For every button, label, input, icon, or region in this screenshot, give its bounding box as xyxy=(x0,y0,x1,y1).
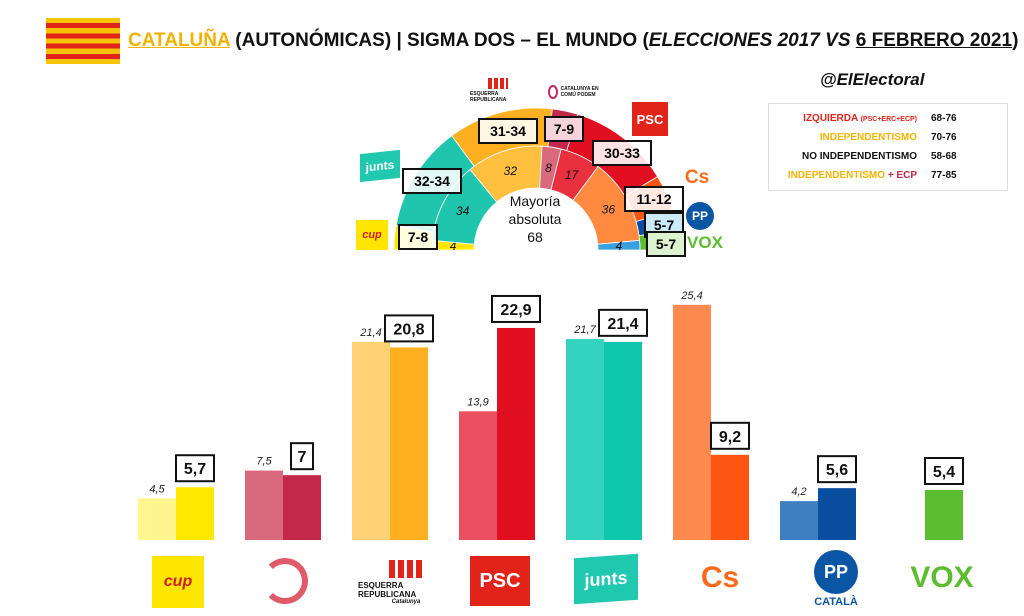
bar-label-box-2021 xyxy=(384,314,434,343)
seat-label-2017: 8 xyxy=(545,161,552,175)
erc-logo: ESQUERRA REPUBLICANA Catalunya xyxy=(358,552,454,612)
vox-logo: VOX xyxy=(910,561,974,594)
seat-label-2017: 34 xyxy=(456,204,470,218)
bar-label-2017: 7,5 xyxy=(256,456,272,468)
range-box-cup: 7-8 xyxy=(398,224,438,250)
bar-label-box-2021 xyxy=(598,308,648,337)
bar-label-box-2021 xyxy=(491,294,541,323)
range-box-psc: 30-33 xyxy=(592,140,652,166)
title-pollster: SIGMA DOS – EL MUNDO ( xyxy=(407,30,649,51)
bar-label-2021: 9,2 xyxy=(719,429,741,446)
twitter-handle: @ElElectoral xyxy=(820,70,925,89)
erc-mark-icon xyxy=(389,559,423,578)
seat-label-2017: 17 xyxy=(565,168,580,182)
bar-2017-cup xyxy=(138,498,176,540)
bar-label-2021: 22,9 xyxy=(500,302,531,319)
bar-2021-ecp xyxy=(283,475,321,540)
bar-2021-psc xyxy=(497,327,535,540)
bar-label-2021: 5,7 xyxy=(184,461,206,478)
legend-label-no-independentismo: NO INDEPENDENTISMO xyxy=(801,151,917,162)
junts-logo: junts xyxy=(574,553,638,605)
seat-label-2017: 36 xyxy=(602,202,616,216)
pp-logo: PP CATALÀ xyxy=(806,546,866,612)
legend-value: 70-76 xyxy=(931,132,957,143)
bar-label-2021: 20,8 xyxy=(393,321,424,338)
bar-label-2021: 5,4 xyxy=(933,464,955,481)
range-box-erc: 31-34 xyxy=(478,118,538,144)
pp-small-logo: PP xyxy=(686,202,714,230)
bar-2021-junts xyxy=(604,341,642,540)
bar-2021-erc xyxy=(390,347,428,540)
bar-label-2017: 21,7 xyxy=(573,324,596,336)
bar-label-2017: 4,2 xyxy=(791,486,806,498)
bar-label-2017: 21,4 xyxy=(359,327,381,339)
legend-row: INDEPENDENTISMO + ECP 77-85 xyxy=(769,167,1007,185)
bar-label-2017: 4,5 xyxy=(149,483,165,495)
legend-row: NO INDEPENDENTISMO 58-68 xyxy=(769,148,1007,166)
title-region: CATALUÑA xyxy=(128,30,231,51)
bar-label-2021: 21,4 xyxy=(607,316,638,333)
title-separator: | xyxy=(396,30,402,51)
cs-logo: Cs xyxy=(700,561,740,594)
bar-2021-vox xyxy=(925,490,963,540)
legend-row: IZQUIERDA (PSC+ERC+ECP) 68-76 xyxy=(769,110,1007,128)
bar-2017-erc xyxy=(352,341,390,540)
range-box-cs: 11-12 xyxy=(624,186,684,212)
bar-label-box-2021 xyxy=(710,421,750,450)
legend-value: 58-68 xyxy=(931,151,957,162)
majority-label: Mayoría absoluta 68 xyxy=(508,193,562,245)
bar-label-2021: 7 xyxy=(298,449,307,466)
page-title: CATALUÑA (AUTONÓMICAS) | SIGMA DOS – EL … xyxy=(128,30,1018,52)
bar-2021-pp xyxy=(818,488,856,540)
bar-2017-ecp xyxy=(245,470,283,540)
range-box-junts: 32-34 xyxy=(402,168,462,194)
bar-2021-cs xyxy=(711,454,749,540)
erc-small-logo: ESQUERRA REPUBLICANA xyxy=(470,74,526,106)
seat-label-2017: 4 xyxy=(450,239,457,253)
psc-logo: PSC xyxy=(470,556,530,606)
ecp-logo-icon xyxy=(262,558,308,604)
bar-label-box-2021 xyxy=(817,455,857,484)
bar-label-box-2021 xyxy=(924,457,964,485)
catalonia-flag xyxy=(46,18,120,64)
title-close: ) xyxy=(1012,30,1019,51)
legend-label-izquierda: IZQUIERDA (PSC+ERC+ECP) xyxy=(803,113,917,124)
bar-2017-cs xyxy=(673,304,711,540)
bar-2017-junts xyxy=(566,339,604,540)
bar-2021-cup xyxy=(176,487,214,540)
hemicycle-2017-arc-pp xyxy=(597,239,641,251)
bar-label-2021: 5,6 xyxy=(826,462,848,479)
legend-value: 77-85 xyxy=(931,170,957,181)
junts-small-logo: junts xyxy=(360,149,400,183)
title-subtitle: (AUTONÓMICAS) xyxy=(235,30,392,51)
legend-row: INDEPENDENTISMO 70-76 xyxy=(769,129,1007,147)
bar-label-2017: 25,4 xyxy=(680,290,702,302)
title-compare: ELECCIONES 2017 VS xyxy=(648,30,851,51)
legend-label-independentismo-ecp: INDEPENDENTISMO + ECP xyxy=(787,170,917,181)
bloc-legend: IZQUIERDA (PSC+ERC+ECP) 68-76 INDEPENDEN… xyxy=(768,103,1008,191)
bar-label-box-2021 xyxy=(290,442,314,471)
legend-value: 68-76 xyxy=(931,113,957,124)
erc-mark-icon xyxy=(488,77,508,89)
range-box-vox: 5-7 xyxy=(646,231,686,257)
bar-label-2017: 13,9 xyxy=(467,396,488,408)
cup-logo: cup xyxy=(152,556,204,608)
legend-label-independentismo: INDEPENDENTISMO xyxy=(819,132,917,143)
ecp-circle-icon xyxy=(548,85,558,99)
bar-2017-pp xyxy=(780,501,818,540)
psc-small-logo: PSC xyxy=(632,102,668,136)
seat-label-2017: 32 xyxy=(504,164,518,178)
cup-small-logo: cup xyxy=(356,220,388,250)
ecp-small-logo: CATALUNYA EN COMÚ PODEM xyxy=(548,80,602,104)
seat-label-2017: 4 xyxy=(616,239,623,253)
bar-label-box-2021 xyxy=(175,454,215,483)
vox-small-logo: VOX xyxy=(687,233,723,252)
range-box-ecp: 7-9 xyxy=(544,116,584,142)
title-date: 6 FEBRERO 2021 xyxy=(855,30,1013,51)
bar-2017-psc xyxy=(459,411,497,540)
cs-small-logo: Cs xyxy=(684,167,710,188)
